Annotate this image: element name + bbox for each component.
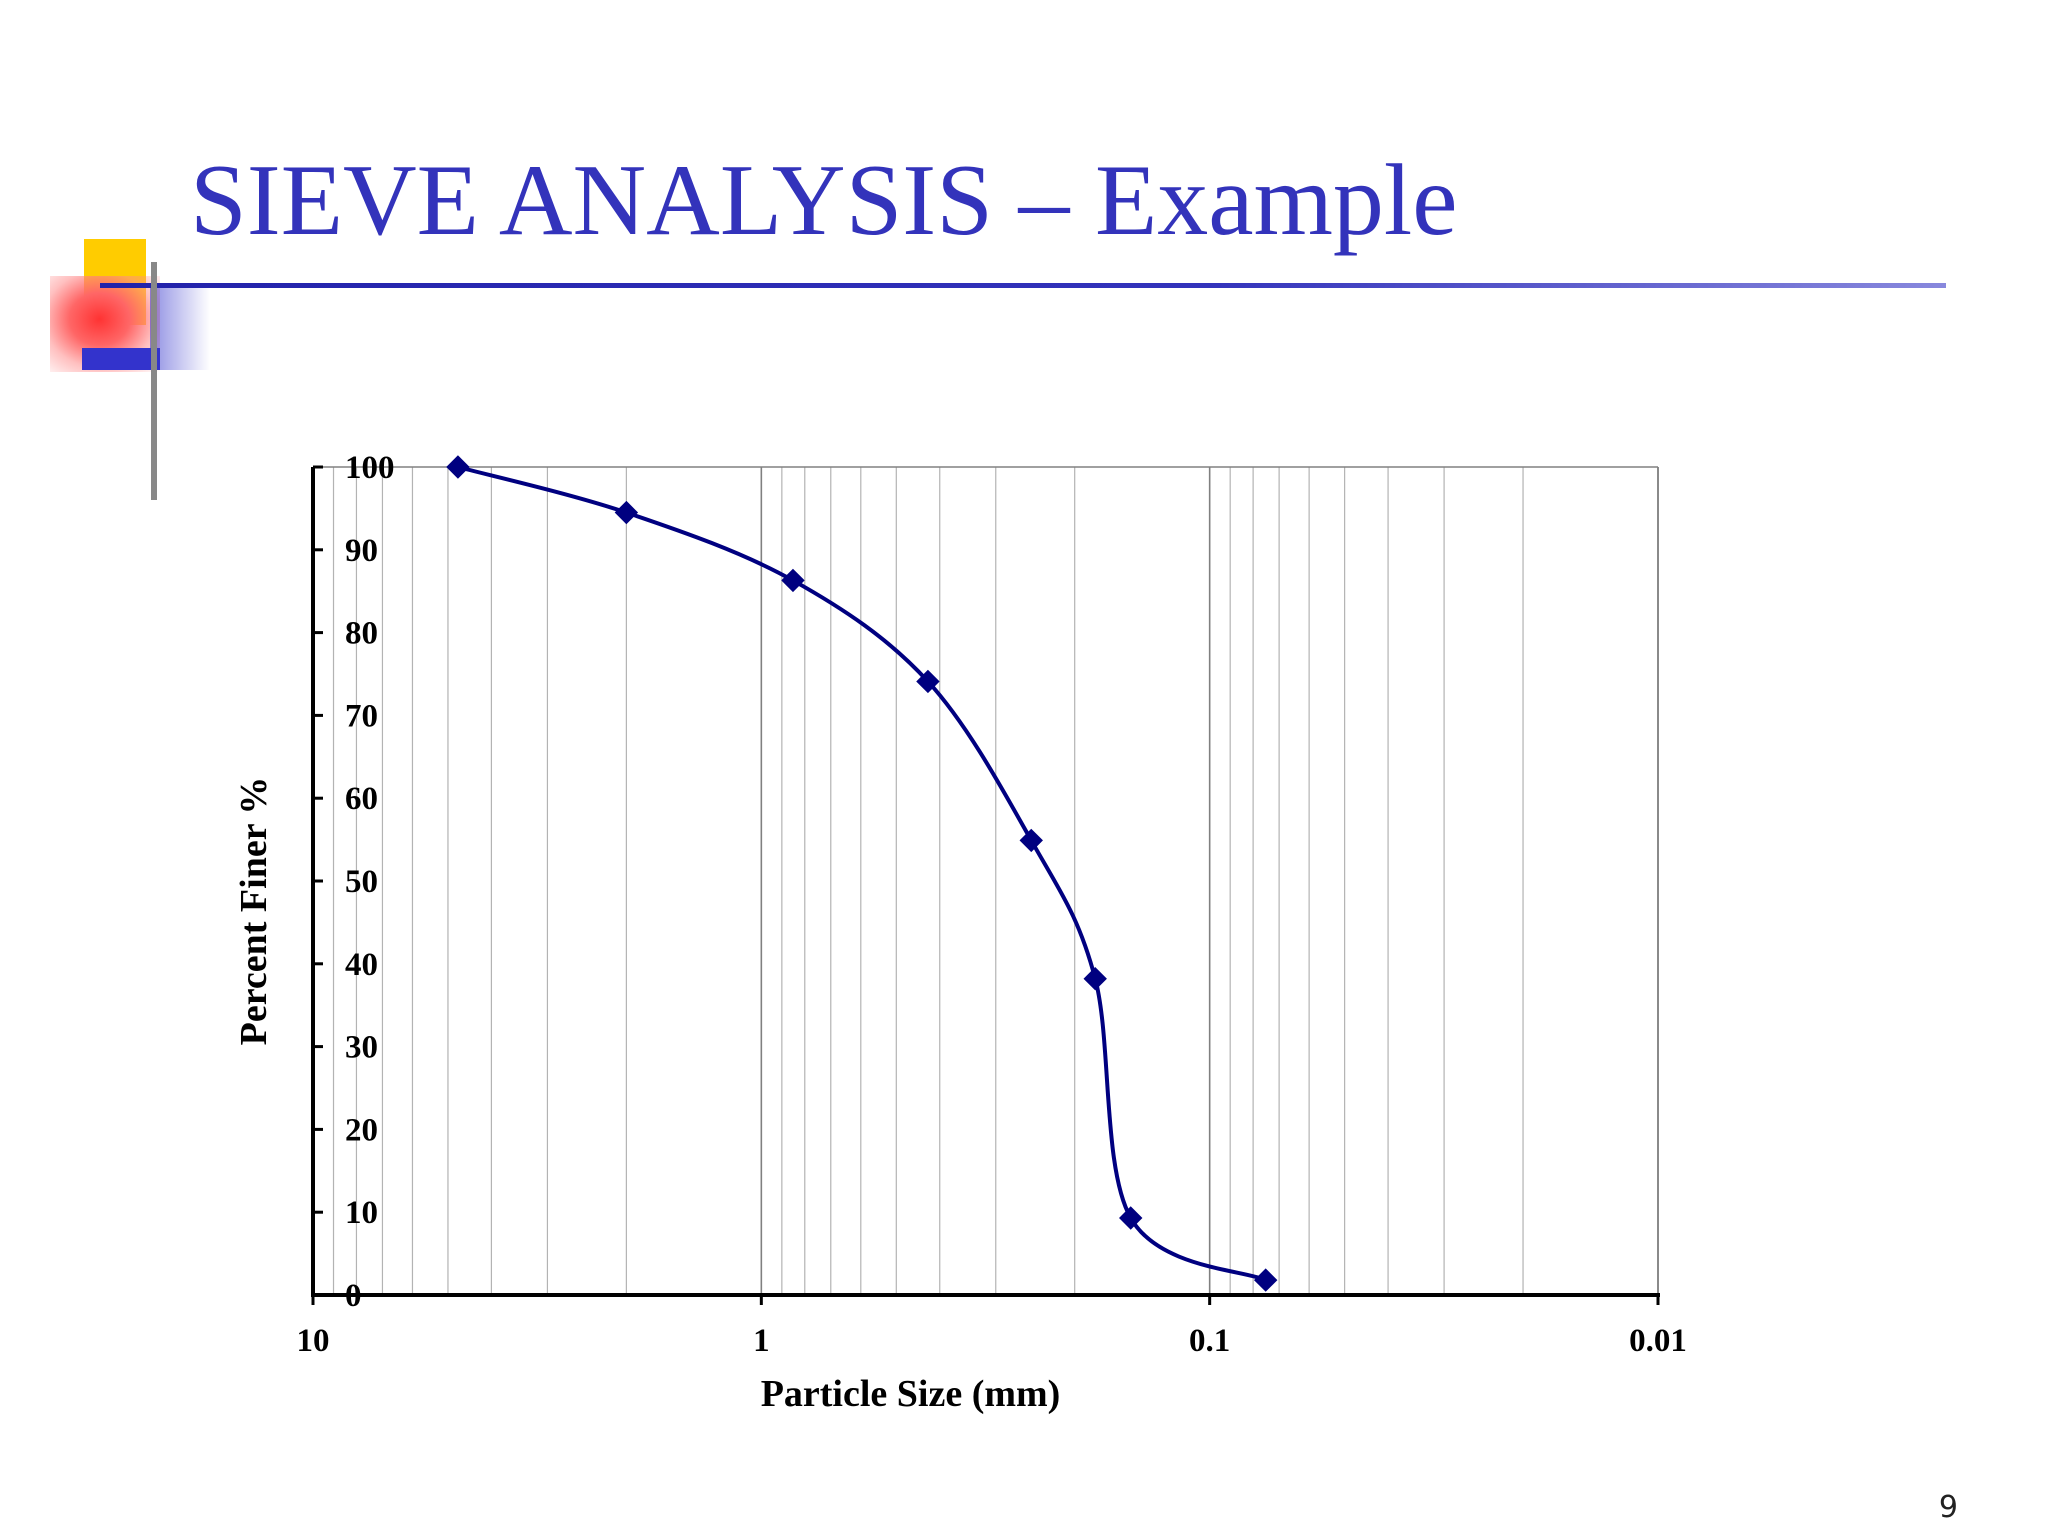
data-point-marker bbox=[1083, 966, 1107, 991]
slide-title: SIEVE ANALYSIS – Example bbox=[190, 144, 1458, 257]
y-tick-label: 90 bbox=[345, 533, 378, 569]
y-tick-label: 30 bbox=[345, 1030, 378, 1066]
y-tick-label: 80 bbox=[345, 616, 378, 652]
y-tick-label: 50 bbox=[345, 864, 378, 900]
y-axis-title: Percent Finer % bbox=[233, 777, 275, 1046]
labels-layer: 0 10 20 30 40 50 60 70 80 90 100 10 1 0.1 0.01 bbox=[297, 450, 1687, 1359]
series-layer bbox=[446, 455, 1278, 1292]
y-tick-label: 60 bbox=[345, 781, 378, 817]
data-point-marker bbox=[446, 455, 470, 479]
y-tick-label: 40 bbox=[345, 947, 378, 983]
data-point-marker bbox=[1253, 1268, 1278, 1292]
y-tick-label: 10 bbox=[345, 1195, 378, 1231]
x-tick-label: 0.01 bbox=[1629, 1323, 1687, 1359]
y-tick-label: 100 bbox=[345, 450, 395, 486]
data-point-marker bbox=[614, 500, 639, 525]
decoration-blue-bar bbox=[82, 348, 160, 370]
data-point-marker bbox=[1119, 1206, 1143, 1230]
x-tick-label: 10 bbox=[297, 1323, 330, 1359]
axes-layer bbox=[311, 465, 1660, 1305]
x-tick-label: 1 bbox=[753, 1323, 770, 1359]
decoration-vertical-line bbox=[151, 262, 157, 500]
page-number: 9 bbox=[1938, 1490, 1958, 1525]
decoration-blue-fade bbox=[150, 285, 210, 370]
y-tick-label: 20 bbox=[345, 1112, 378, 1148]
y-tick-label: 0 bbox=[345, 1278, 362, 1314]
data-point-marker bbox=[781, 568, 805, 593]
y-tick-label: 70 bbox=[345, 698, 378, 734]
data-point-marker bbox=[1019, 828, 1043, 853]
title-underline bbox=[100, 283, 1946, 288]
data-point-marker bbox=[916, 669, 940, 694]
grid-layer bbox=[312, 466, 1659, 1295]
series-line bbox=[457, 465, 1267, 1282]
x-tick-label: 0.1 bbox=[1189, 1323, 1230, 1359]
x-axis-title: Particle Size (mm) bbox=[761, 1373, 1061, 1415]
